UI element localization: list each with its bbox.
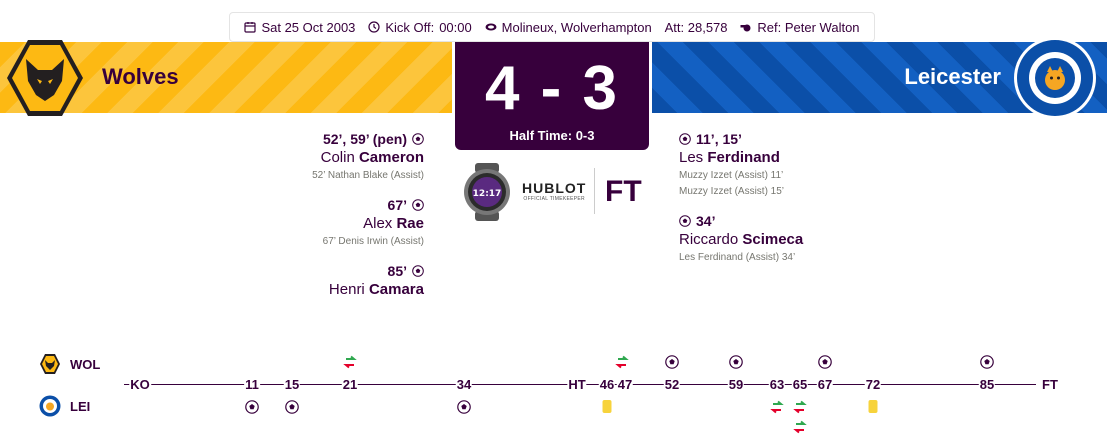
leicester-crest-icon[interactable]: [1013, 36, 1097, 120]
away-team-name[interactable]: Leicester: [904, 64, 1001, 89]
player-name[interactable]: Les Ferdinand: [679, 149, 780, 166]
timekeeper-logo: HUBLOT OFFICIAL TIMEKEEPER: [522, 180, 587, 202]
goal-icon[interactable]: [665, 355, 679, 369]
timeline-marker: FT: [1041, 377, 1059, 392]
yellow-card-icon[interactable]: [868, 400, 878, 413]
half-time-score: Half Time: 0-3: [509, 128, 595, 143]
timeline-marker: 63: [768, 377, 786, 392]
goal-icon[interactable]: [818, 355, 832, 369]
timeline-marker: 65: [791, 377, 809, 392]
stadium-icon: [485, 23, 497, 31]
goal-time: 34’: [679, 212, 803, 230]
timeline-marker: 47: [616, 377, 634, 392]
goal-icon[interactable]: [729, 355, 743, 369]
goal-icon[interactable]: [285, 400, 299, 414]
away-scorer-scimeca: 34’ Riccardo Scimeca Les Ferdinand (Assi…: [679, 212, 803, 266]
assist-text: 67’ Denis Irwin (Assist): [322, 236, 424, 247]
match-info-bar: Sat 25 Oct 2003 Kick Off: 00:00 Molineux…: [229, 12, 875, 42]
home-scorer-cameron: 52’, 59’ (pen) Colin Cameron 52’ Nathan …: [312, 130, 424, 184]
assist-text: 52’ Nathan Blake (Assist): [312, 170, 424, 181]
final-score: 4 - 3: [484, 54, 620, 123]
goal-time: 52’, 59’ (pen): [312, 130, 424, 148]
substitution-icon[interactable]: [793, 400, 807, 414]
timeline-marker: HT: [567, 377, 587, 392]
football-icon: [679, 133, 691, 145]
timeline-marker: 72: [864, 377, 882, 392]
home-team-name[interactable]: Wolves: [102, 64, 179, 89]
timeline-marker: 85: [978, 377, 996, 392]
match-status: FT: [605, 175, 642, 208]
substitution-icon[interactable]: [770, 400, 784, 414]
timeline-marker: 59: [727, 377, 745, 392]
score-box: 4 - 3 Half Time: 0-3: [455, 42, 649, 150]
calendar-icon: [244, 22, 257, 33]
football-icon: [412, 265, 424, 277]
football-icon: [679, 215, 691, 227]
goal-time: 85’: [329, 262, 424, 280]
leicester-badge-icon: [39, 395, 61, 417]
timeline-away-abbr: LEI: [70, 399, 91, 414]
home-scorer-camara: 85’ Henri Camara: [329, 262, 424, 300]
ft-divider: [594, 168, 595, 214]
match-referee: Ref: Peter Walton: [740, 20, 860, 35]
player-name[interactable]: Alex Rae: [363, 215, 424, 232]
timeline-marker: 67: [816, 377, 834, 392]
timeline-marker: 34: [455, 377, 473, 392]
home-scorer-rae: 67’ Alex Rae 67’ Denis Irwin (Assist): [323, 196, 424, 250]
match-venue: Molineux, Wolverhampton: [485, 20, 652, 35]
timeline-marker: 21: [341, 377, 359, 392]
substitution-icon[interactable]: [615, 355, 629, 369]
football-icon: [412, 199, 424, 211]
substitution-icon[interactable]: [793, 420, 807, 434]
assist-text: Muzzy Izzet (Assist) 15’: [679, 186, 785, 197]
timeline-marker: 52: [663, 377, 681, 392]
goal-time: 67’: [323, 196, 424, 214]
wolves-badge-icon: [40, 354, 60, 374]
match-date: Sat 25 Oct 2003: [244, 20, 355, 35]
goal-icon[interactable]: [980, 355, 994, 369]
assist-text: Muzzy Izzet (Assist) 11’: [679, 170, 784, 181]
timeline-home-abbr: WOL: [70, 357, 101, 372]
match-kickoff: Kick Off: 00:00: [368, 20, 472, 35]
timeline-marker: 15: [283, 377, 301, 392]
substitution-icon[interactable]: [343, 355, 357, 369]
goal-icon[interactable]: [245, 400, 259, 414]
goal-icon[interactable]: [457, 400, 471, 414]
goal-time: 11’, 15’: [679, 130, 784, 148]
match-attendance: Att: 28,578: [664, 19, 728, 35]
hublot-watch-icon: 12:17: [464, 163, 510, 221]
timeline-marker: 11: [244, 377, 260, 392]
assist-text: Les Ferdinand (Assist) 34’: [679, 252, 796, 263]
timeline-marker: 46: [598, 377, 616, 392]
player-name[interactable]: Henri Camara: [328, 281, 424, 298]
player-name[interactable]: Riccardo Scimeca: [679, 231, 804, 248]
yellow-card-icon[interactable]: [602, 400, 612, 413]
football-icon: [412, 133, 424, 145]
away-scorer-ferdinand: 11’, 15’ Les Ferdinand Muzzy Izzet (Assi…: [679, 130, 784, 200]
wolves-crest-icon[interactable]: [4, 37, 86, 119]
timeline-marker: KO: [129, 377, 151, 392]
watch-time: 12:17: [473, 189, 502, 199]
player-name[interactable]: Colin Cameron: [320, 149, 424, 166]
clock-icon: [368, 21, 380, 33]
whistle-icon: [740, 24, 751, 32]
